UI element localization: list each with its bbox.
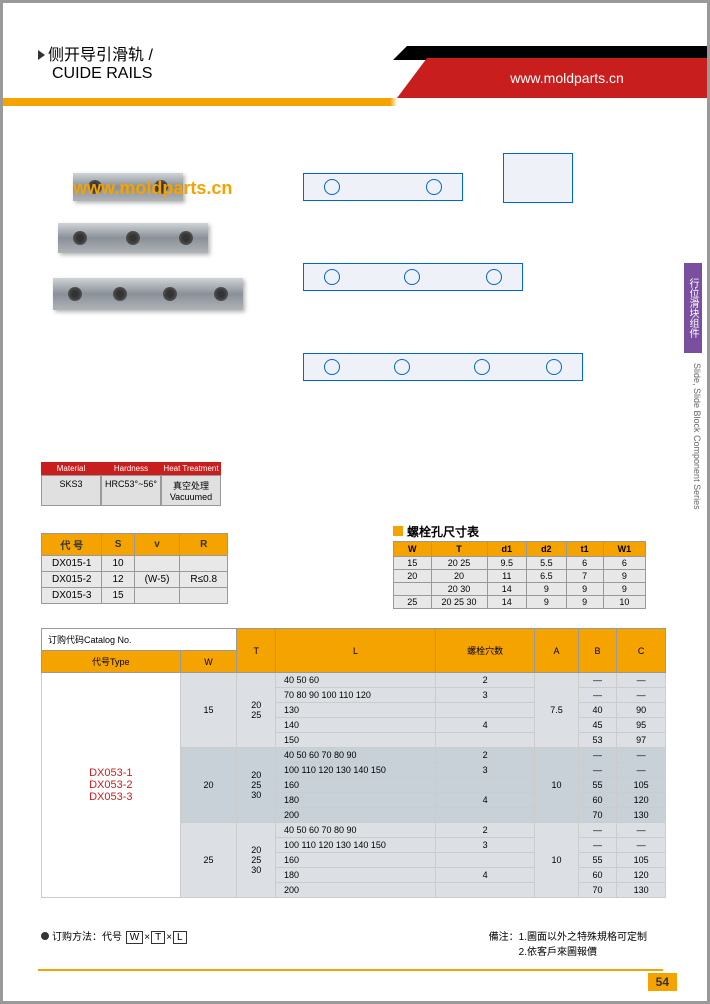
catalog-page: www.moldparts.cn 侧开导引滑轨 / CUIDE RAILS ww… (0, 0, 710, 1004)
technical-drawing (303, 153, 663, 453)
side-tab: 行位滑块组件 (684, 263, 702, 353)
page-number: 54 (648, 973, 677, 991)
rail-medium (58, 223, 208, 253)
svr-table: 代 号SvRDX015-110DX015-212(W-5)R≤0.8DX015-… (41, 533, 228, 604)
bolt-table: WTd1d2t1W11520 259.55.5662020116.57920 3… (393, 541, 646, 609)
rail-large (53, 278, 243, 310)
bolt-title: 螺栓孔尺寸表 (393, 523, 479, 540)
mat-sub-h: Hardness (101, 462, 161, 475)
title-cn: 侧开导引滑轨 / (38, 41, 153, 65)
mat-hdr-heat: 热处理 (161, 443, 221, 462)
mat-val-0: SKS3 (41, 475, 101, 506)
mat-hdr-h: H 硬度 (101, 443, 161, 462)
side-series-text: Slide, Slide Block Component Series (692, 363, 702, 510)
notes: 備注：1.圖面以外之特殊規格可定制 備注：2.依客戶來圖報價 (489, 928, 647, 958)
header-curve (3, 98, 707, 106)
title-en: CUIDE RAILS (52, 65, 153, 83)
watermark: www.moldparts.cn (73, 178, 232, 199)
main-table: 订购代码Catalog No.TL螺栓穴数ABC代号TypeWDX053-1DX… (41, 628, 666, 898)
order-info: 订购方法：代号 W×T×L (41, 928, 188, 944)
mat-sub-heat: Heat Treatment (161, 462, 221, 475)
mat-hdr-m: M 材质 (41, 443, 101, 462)
mat-val-1: HRC53°~56° (101, 475, 161, 506)
url-banner: www.moldparts.cn (427, 58, 707, 98)
material-table: M 材质 H 硬度 热处理 Material Hardness Heat Tre… (41, 443, 221, 506)
title-area: 侧开导引滑轨 / CUIDE RAILS (38, 41, 153, 83)
url-text: www.moldparts.cn (510, 70, 624, 86)
page-header: www.moldparts.cn 侧开导引滑轨 / CUIDE RAILS (3, 3, 707, 103)
mat-sub-m: Material (41, 462, 101, 475)
mat-val-2: 真空处理 Vacuumed (161, 475, 221, 506)
footer-bar (38, 969, 663, 971)
